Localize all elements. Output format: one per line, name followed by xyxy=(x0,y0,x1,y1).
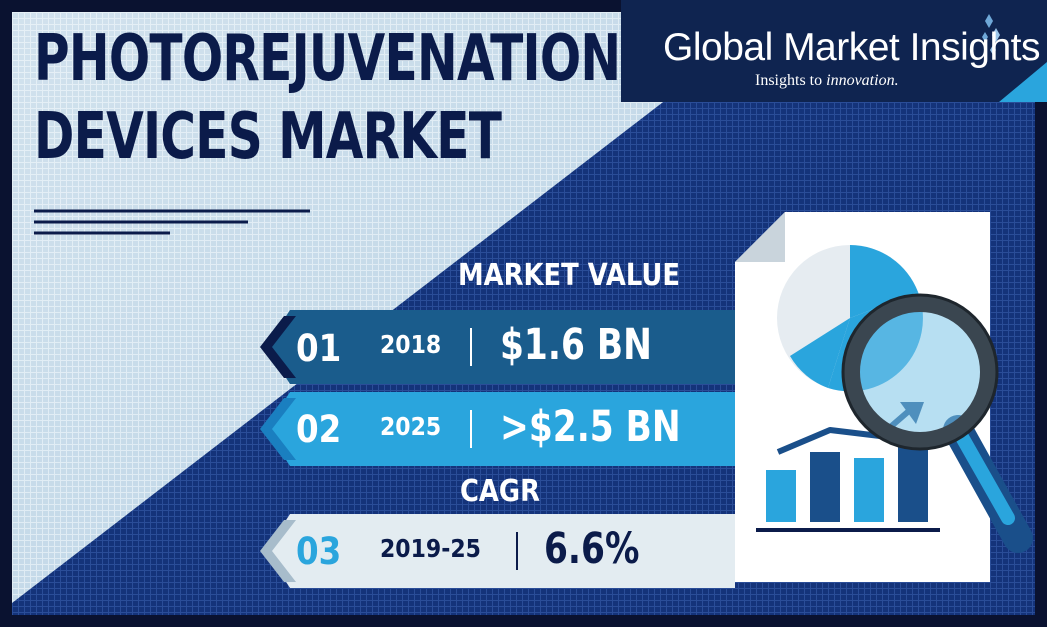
title-line-2: DEVICES MARKET xyxy=(34,100,502,174)
page-title: PHOTOREJUVENATION DEVICES MARKET xyxy=(34,20,621,176)
market-value-label: MARKET VALUE xyxy=(458,258,680,293)
tagline-prefix: Insights to xyxy=(755,72,827,89)
logo-name: Global Market Insights xyxy=(663,26,1041,69)
logo-corner-accent xyxy=(999,62,1047,102)
magnifier-icon xyxy=(841,293,1033,553)
title-line-1: PHOTOREJUVENATION xyxy=(34,22,621,96)
brand-logo: Global Market Insights Insights to innov… xyxy=(621,0,1047,102)
diamond-logo-icon xyxy=(982,14,1000,55)
tagline-emphasis: innovation. xyxy=(826,72,899,89)
logo-tagline: Insights to innovation. xyxy=(755,72,899,90)
cagr-label: CAGR xyxy=(460,474,540,509)
